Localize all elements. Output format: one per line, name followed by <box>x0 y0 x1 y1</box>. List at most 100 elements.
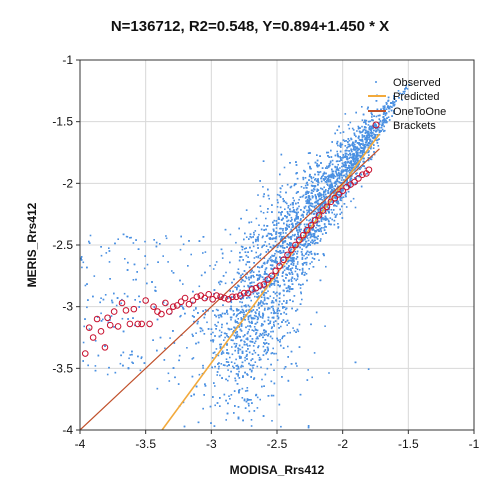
observed-point <box>271 204 273 206</box>
observed-point <box>342 171 344 173</box>
observed-point <box>285 267 288 270</box>
observed-point <box>193 316 195 318</box>
observed-point <box>204 383 206 385</box>
observed-point <box>219 280 222 283</box>
observed-point <box>234 320 237 323</box>
observed-point <box>262 262 265 265</box>
observed-point <box>316 224 318 226</box>
observed-point <box>259 316 262 318</box>
observed-point <box>297 261 299 263</box>
observed-point <box>301 269 304 271</box>
observed-point <box>221 312 224 315</box>
observed-point <box>311 242 314 244</box>
observed-point <box>146 282 148 285</box>
observed-point <box>302 239 304 241</box>
observed-point <box>94 365 97 367</box>
observed-point <box>230 370 232 373</box>
observed-point <box>351 127 354 130</box>
observed-point <box>234 327 236 330</box>
observed-point <box>220 281 223 283</box>
observed-point <box>353 160 355 163</box>
observed-point <box>378 118 381 120</box>
observed-point <box>299 230 301 233</box>
observed-point <box>361 139 363 142</box>
observed-point <box>315 204 317 207</box>
observed-point <box>262 323 264 326</box>
observed-point <box>345 175 347 178</box>
observed-point <box>294 246 297 248</box>
observed-point <box>234 405 236 407</box>
observed-point <box>329 180 332 183</box>
observed-point <box>366 140 368 142</box>
observed-point <box>331 163 334 166</box>
observed-point <box>188 240 190 242</box>
observed-point <box>345 184 348 187</box>
observed-point <box>357 136 360 139</box>
observed-point <box>288 265 290 267</box>
observed-point <box>262 354 265 356</box>
observed-point <box>327 204 330 206</box>
observed-point <box>317 253 319 255</box>
observed-point <box>405 86 407 89</box>
observed-point <box>252 317 254 319</box>
observed-point <box>292 210 294 213</box>
observed-point <box>390 102 393 104</box>
observed-point <box>273 325 275 327</box>
observed-point <box>186 347 188 349</box>
observed-point <box>335 196 338 199</box>
observed-point <box>248 278 250 281</box>
observed-point <box>352 129 355 131</box>
observed-point <box>250 275 253 277</box>
observed-point <box>316 213 319 216</box>
observed-point <box>286 243 289 245</box>
observed-point <box>108 261 111 263</box>
observed-point <box>258 314 261 317</box>
observed-point <box>243 399 246 402</box>
observed-point <box>302 283 304 286</box>
observed-point <box>346 179 348 182</box>
observed-point <box>272 394 275 397</box>
observed-point <box>260 210 262 213</box>
observed-point <box>352 142 355 145</box>
observed-point <box>258 233 260 236</box>
observed-point <box>247 348 249 350</box>
observed-point <box>202 310 204 312</box>
observed-point <box>240 325 243 327</box>
observed-point <box>257 255 260 257</box>
observed-point <box>339 143 342 146</box>
observed-point <box>325 176 328 178</box>
observed-point <box>282 251 285 253</box>
observed-point <box>290 242 293 245</box>
observed-point <box>386 117 388 119</box>
observed-point <box>155 245 158 248</box>
observed-point <box>267 323 270 325</box>
observed-point <box>286 324 288 326</box>
observed-point <box>342 196 345 198</box>
observed-point <box>297 211 299 214</box>
observed-point <box>166 303 168 306</box>
observed-point <box>271 260 273 263</box>
observed-point <box>379 120 382 122</box>
observed-point <box>240 274 242 277</box>
observed-point <box>305 187 307 189</box>
observed-point <box>265 352 267 355</box>
observed-point <box>280 238 283 240</box>
observed-point <box>249 233 252 235</box>
observed-point <box>183 425 186 428</box>
observed-point <box>306 250 309 253</box>
observed-point <box>283 166 286 169</box>
observed-point <box>220 331 223 334</box>
observed-point <box>369 158 372 160</box>
observed-point <box>289 268 292 270</box>
observed-point <box>281 211 283 213</box>
observed-point <box>171 270 173 272</box>
observed-point <box>317 189 320 191</box>
observed-point <box>350 161 353 164</box>
observed-point <box>366 138 368 140</box>
observed-point <box>320 209 323 212</box>
observed-point <box>119 362 122 365</box>
observed-point <box>245 276 247 278</box>
observed-point <box>325 232 327 234</box>
observed-point <box>270 233 272 235</box>
observed-point <box>270 327 273 330</box>
